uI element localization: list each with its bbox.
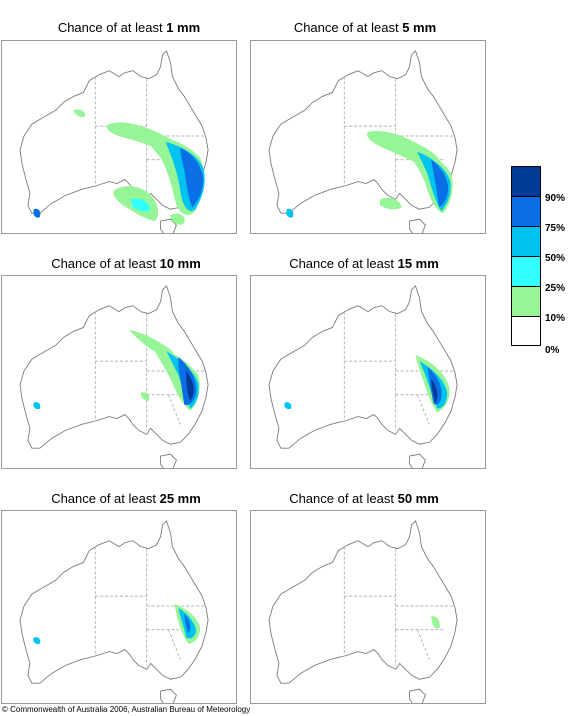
copyright-footer: © Commonwealth of Australia 2006, Austra… xyxy=(2,705,251,714)
panel-title-15mm: Chance of at least 15 mm xyxy=(289,256,439,271)
probability-legend: 90% 75% 50% 25% 10% 0% xyxy=(511,166,565,356)
rain-overlay-15mm xyxy=(284,355,450,413)
rain-overlay-25mm xyxy=(33,604,201,645)
panel-title-10mm: Chance of at least 10 mm xyxy=(51,256,201,271)
legend-swatch-90 xyxy=(511,166,541,196)
legend-label-10: 10% xyxy=(545,313,566,324)
legend-label-50: 50% xyxy=(545,253,566,264)
legend-swatch-75 xyxy=(511,196,541,226)
map-10mm xyxy=(1,275,237,469)
legend-label-90: 90% xyxy=(545,193,566,204)
panel-title-1mm: Chance of at least 1 mm xyxy=(57,20,201,35)
map-50mm xyxy=(250,510,486,704)
rain-overlay-1mm xyxy=(33,109,205,225)
legend-swatch-0 xyxy=(511,316,541,346)
map-5mm xyxy=(250,40,486,234)
legend-swatch-25 xyxy=(511,256,541,286)
map-1mm xyxy=(1,40,237,234)
map-25mm xyxy=(1,510,237,704)
panel-title-25mm: Chance of at least 25 mm xyxy=(51,491,201,506)
legend-label-0: 0% xyxy=(545,345,560,356)
rain-overlay-5mm xyxy=(286,131,453,218)
legend-swatch-50 xyxy=(511,226,541,256)
rain-overlay-50mm xyxy=(431,615,440,629)
panel-title-50mm: Chance of at least 50 mm xyxy=(289,491,439,506)
legend-label-75: 75% xyxy=(545,223,566,234)
legend-swatch-10 xyxy=(511,286,541,316)
map-15mm xyxy=(250,275,486,469)
panel-title-5mm: Chance of at least 5 mm xyxy=(293,20,437,35)
rain-overlay-10mm xyxy=(33,329,200,411)
legend-label-25: 25% xyxy=(545,283,566,294)
